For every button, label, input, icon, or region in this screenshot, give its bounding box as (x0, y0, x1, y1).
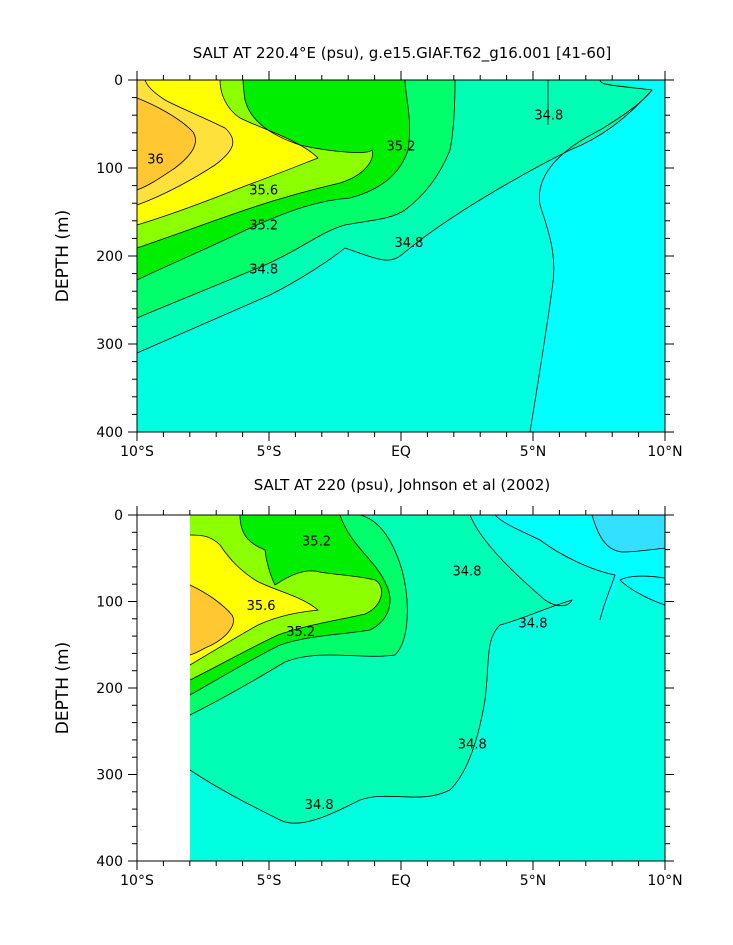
bottom-band-34.2 (592, 515, 665, 552)
bottom-xtick-label: 5°S (257, 873, 282, 889)
bottom-contour-35.4 (189, 514, 382, 681)
top-ytick-label: 100 (96, 161, 123, 177)
top-contour-label: 36 (147, 153, 164, 168)
top-panel: SALT AT 220.4°E (psu), g.e15.GIAF.T62_g1… (53, 44, 683, 460)
top-contour-lines (136, 79, 653, 433)
bottom-ytick-label: 0 (114, 508, 123, 524)
bottom-xtick-label: 10°S (120, 873, 154, 889)
bottom-xtick-label: EQ (391, 873, 411, 889)
bottom-contour-34.8 (189, 514, 573, 824)
bottom-panel: SALT AT 220 (psu), Johnson et al (2002) (53, 476, 683, 889)
bottom-contour-34.6b (619, 575, 666, 606)
top-contour-label: 34.8 (394, 236, 423, 251)
top-contour-label: 34.8 (534, 109, 563, 124)
bottom-ylabel: DEPTH (m) (53, 642, 73, 734)
top-contour-label: 35.2 (249, 219, 278, 234)
bottom-contour-35.6 (189, 534, 319, 666)
bottom-ytick-label: 400 (96, 854, 123, 870)
bottom-xtick-label: 10°N (647, 873, 682, 889)
bottom-title: SALT AT 220 (psu), Johnson et al (2002) (254, 476, 551, 494)
bottom-contour-label: 34.8 (305, 798, 334, 813)
bottom-contour-label: 35.2 (302, 534, 331, 549)
top-contour-35.0 (136, 79, 456, 319)
top-ylabel: DEPTH (m) (53, 210, 73, 302)
top-contour-35.4 (136, 79, 373, 249)
bottom-ytick-label: 300 (96, 768, 123, 784)
top-contour-34.8 (136, 89, 653, 354)
bottom-ytick-label: 200 (96, 681, 123, 697)
bottom-ytick-label: 100 (96, 595, 123, 611)
top-contour-35.8 (136, 79, 234, 206)
top-contour-35.6 (136, 79, 319, 226)
top-contour-label: 35.6 (249, 183, 278, 198)
bottom-contour-lines (189, 514, 666, 824)
bottom-contour-35.8 (189, 584, 234, 656)
top-contour-36.0 (136, 97, 196, 191)
bottom-contour-label: 34.8 (519, 616, 548, 631)
top-tick-labels: 10°S 5°S EQ 5°N 10°N 0 100 200 300 400 (96, 73, 682, 460)
bottom-contour-fills (190, 515, 665, 861)
top-contour-35.2 (136, 79, 411, 281)
bottom-xtick-label: 5°N (520, 873, 546, 889)
bottom-contour-label: 35.6 (247, 599, 276, 614)
top-contour-fills (137, 80, 665, 432)
top-xtick-label: 5°S (257, 444, 282, 460)
bottom-contour-labels: 35.2 35.6 35.2 34.8 34.8 34.8 34.8 (247, 534, 548, 813)
top-ytick-label: 400 (96, 425, 123, 441)
top-xtick-label: 5°N (520, 444, 546, 460)
bottom-contour-label: 34.8 (453, 565, 482, 580)
top-axis-ticks (128, 71, 674, 441)
bottom-contour-label: 35.2 (286, 625, 315, 640)
top-title: SALT AT 220.4°E (psu), g.e15.GIAF.T62_g1… (193, 44, 612, 63)
top-contour-labels: 36 35.6 35.2 35.2 34.8 34.8 34.8 (147, 109, 563, 278)
bottom-tick-labels: 10°S 5°S EQ 5°N 10°N 0 100 200 300 400 (96, 508, 682, 889)
top-band-34.4 (530, 80, 665, 432)
bottom-contour-35.2 (189, 514, 391, 696)
top-band-36.0 (137, 98, 196, 190)
top-xtick-label: 10°S (120, 444, 154, 460)
bottom-contour-34.6 (494, 514, 616, 621)
top-xtick-label: EQ (391, 444, 411, 460)
top-contour-label: 35.2 (387, 139, 416, 154)
top-ytick-label: 200 (96, 249, 123, 265)
top-ytick-label: 300 (96, 337, 123, 353)
bottom-axis-ticks (128, 506, 674, 870)
bottom-contour-label: 34.8 (458, 738, 487, 753)
top-contour-label: 34.8 (249, 263, 278, 278)
bottom-contour-34.4 (591, 514, 666, 553)
top-xtick-label: 10°N (647, 444, 682, 460)
bottom-contour-35.0 (189, 514, 408, 716)
top-ytick-label: 0 (114, 73, 123, 89)
